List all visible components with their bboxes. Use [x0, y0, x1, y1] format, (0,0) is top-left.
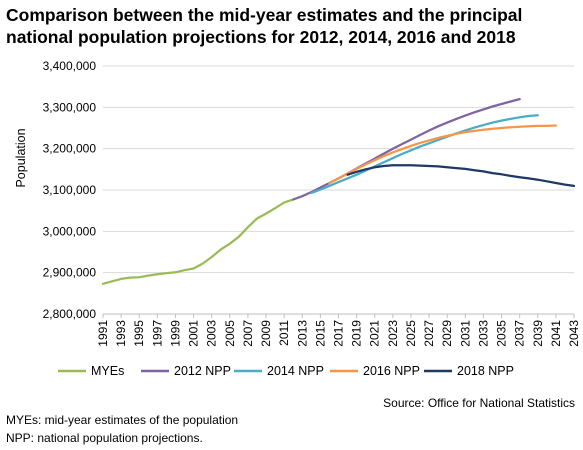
x-tick-label: 2013 — [295, 320, 309, 347]
series-line-myes — [101, 198, 295, 285]
x-tick-label: 1997 — [150, 320, 164, 347]
y-tick-label: 3,100,000 — [43, 183, 97, 197]
x-tick-label: 2043 — [567, 320, 581, 347]
x-tick-label: 2041 — [549, 320, 563, 347]
x-tick-label: 2021 — [368, 320, 382, 347]
x-tick-label: 2035 — [495, 320, 509, 347]
series-line-2018-npp — [346, 164, 576, 188]
x-tick-label: 2019 — [350, 320, 364, 347]
y-axis-title: Population — [14, 128, 28, 187]
y-tick-label: 2,800,000 — [43, 307, 97, 321]
x-tick-label: 2003 — [205, 320, 219, 347]
x-tick-label: 2005 — [223, 320, 237, 347]
x-tick-label: 2039 — [531, 320, 545, 347]
x-tick-label: 2017 — [332, 320, 346, 347]
x-tick-label: 2007 — [241, 320, 255, 347]
x-tick-label: 1999 — [168, 320, 182, 347]
x-tick-label: 2023 — [386, 320, 400, 347]
source-note: Source: Office for National Statistics — [383, 396, 575, 410]
footnote-npp: NPP: national population projections. — [6, 431, 203, 445]
y-tick-label: 3,000,000 — [43, 224, 97, 238]
y-tick-label: 3,200,000 — [43, 142, 97, 156]
series-line-2012-npp — [292, 97, 521, 201]
x-tick-label: 2031 — [458, 320, 472, 347]
x-tick-label: 1991 — [96, 320, 110, 347]
x-tick-label: 1993 — [114, 320, 128, 347]
legend-label: 2016 NPP — [363, 364, 420, 378]
x-tick-label: 2027 — [422, 320, 436, 347]
chart-title: Comparison between the mid-year estimate… — [6, 5, 523, 47]
legend-label: 2014 NPP — [267, 364, 324, 378]
series-line-2016-npp — [328, 124, 558, 185]
legend-label: MYEs — [91, 364, 124, 378]
x-tick-label: 2015 — [313, 320, 327, 347]
series-line-2014-npp — [310, 114, 539, 195]
y-tick-label: 3,300,000 — [43, 100, 97, 114]
x-tick-label: 2011 — [277, 320, 291, 346]
x-tick-label: 2025 — [404, 320, 418, 347]
y-tick-label: 3,400,000 — [43, 59, 97, 73]
legend-label: 2018 NPP — [457, 364, 514, 378]
y-tick-label: 2,900,000 — [43, 266, 97, 280]
legend-label: 2012 NPP — [174, 364, 231, 378]
x-tick-label: 2001 — [187, 320, 201, 347]
x-tick-label: 2037 — [513, 320, 527, 347]
footnote-myes: MYEs: mid-year estimates of the populati… — [6, 413, 239, 427]
x-tick-label: 1995 — [132, 320, 146, 347]
x-tick-label: 2033 — [476, 320, 490, 347]
x-tick-label: 2029 — [440, 320, 454, 347]
x-tick-label: 2009 — [259, 320, 273, 347]
